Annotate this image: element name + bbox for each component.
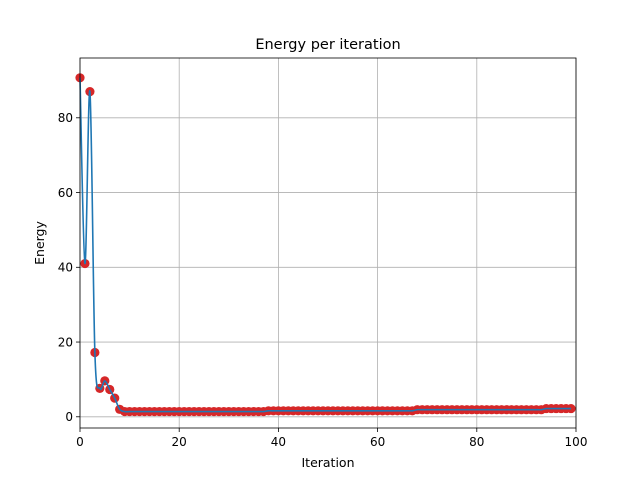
y-axis-ticks: 0 20 40 60 80 [58, 111, 80, 424]
y-axis-label: Energy [32, 221, 47, 265]
y-tick-label: 80 [58, 111, 73, 125]
plot-area [75, 73, 576, 417]
x-tick-label: 0 [76, 435, 84, 449]
x-tick-label: 100 [565, 435, 588, 449]
data-point [566, 403, 576, 414]
chart-title: Energy per iteration [255, 37, 400, 53]
x-tick-label: 80 [469, 435, 484, 449]
series-line [79, 77, 572, 413]
y-tick-label: 20 [58, 335, 73, 349]
y-tick-label: 60 [58, 186, 73, 200]
x-tick-label: 40 [271, 435, 286, 449]
x-axis-ticks: 0 20 40 60 80 100 [76, 428, 587, 449]
plot-frame [79, 57, 577, 429]
x-axis-label: Iteration [301, 455, 354, 470]
y-tick-label: 40 [58, 261, 73, 275]
x-tick-label: 60 [370, 435, 385, 449]
x-tick-label: 20 [172, 435, 187, 449]
grid-lines [79, 58, 577, 428]
y-tick-label: 0 [65, 410, 73, 424]
